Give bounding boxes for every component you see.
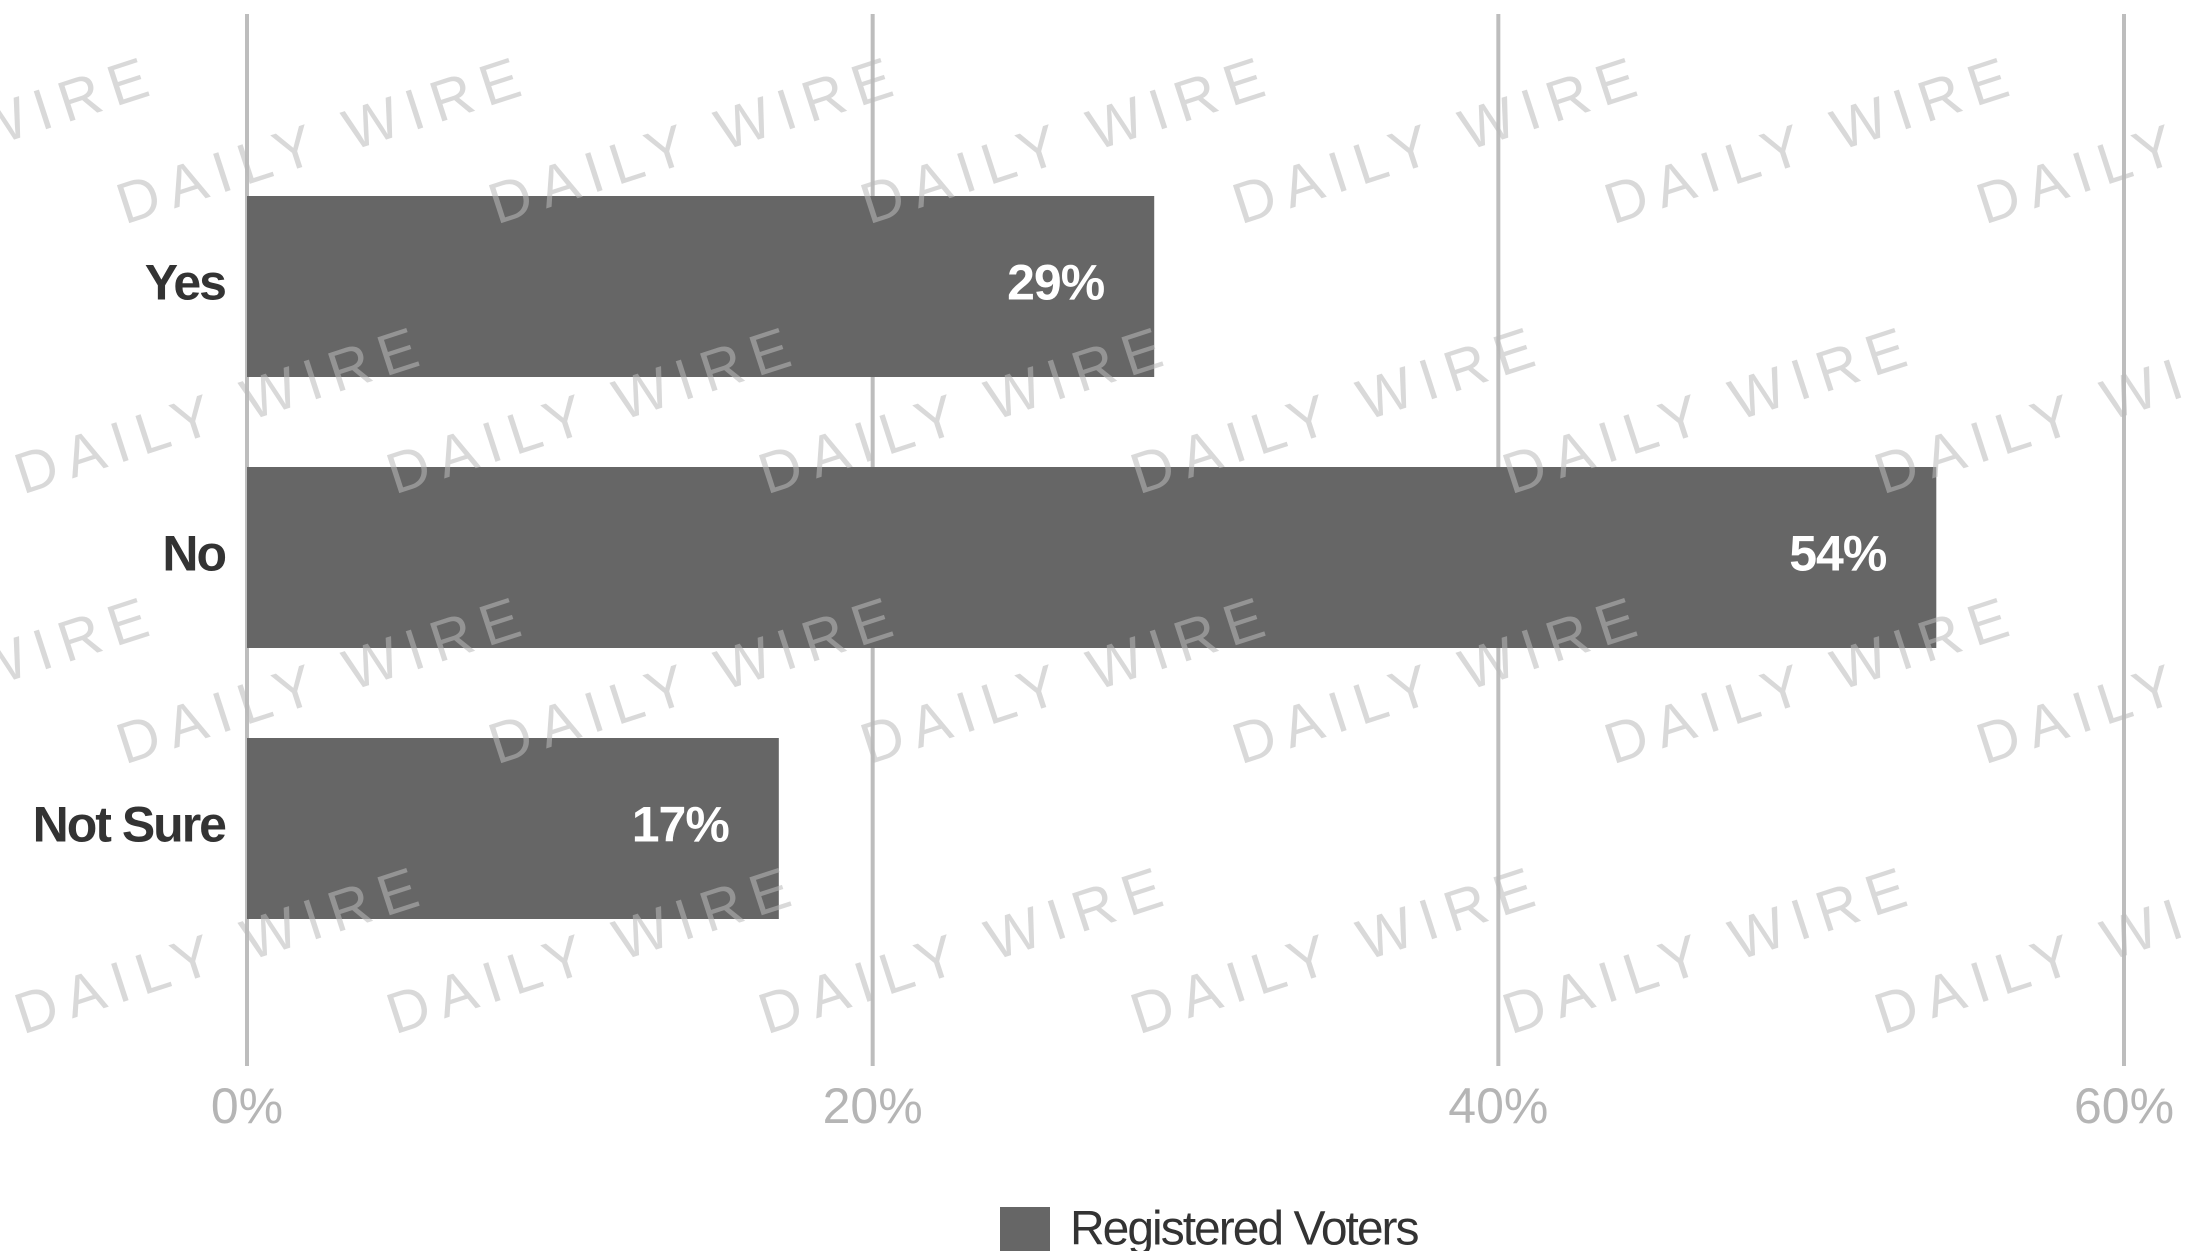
- bar: [247, 196, 1155, 377]
- value-label: 17%: [632, 797, 730, 853]
- watermark-text: DAILY WIRE: [1597, 42, 2026, 237]
- watermark-text: DAILY WIRE: [1225, 42, 1654, 237]
- x-tick-label: 20%: [823, 1078, 923, 1134]
- value-label: 29%: [1007, 255, 1105, 311]
- legend-label: Registered Voters: [1070, 1203, 1419, 1251]
- watermark-text: DAILY WIRE: [1867, 312, 2187, 507]
- watermark-text: DAILY WIRE: [1495, 852, 1924, 1047]
- x-tick-label: 60%: [2074, 1078, 2174, 1134]
- x-tick-label: 40%: [1448, 1078, 1548, 1134]
- x-tick-label: 0%: [211, 1078, 283, 1134]
- watermark-text: DAILY WIRE: [751, 852, 1180, 1047]
- category-label: No: [162, 526, 225, 582]
- watermark-text: DAILY WIRE: [1123, 852, 1552, 1047]
- bar: [247, 467, 1937, 648]
- watermark-text: DAILY WIRE: [7, 852, 436, 1047]
- category-label: Not Sure: [33, 797, 227, 853]
- legend-swatch: [1000, 1207, 1050, 1251]
- value-label: 54%: [1789, 526, 1887, 582]
- watermark-text: DAILY WIRE: [1867, 852, 2187, 1047]
- bar: [247, 738, 779, 919]
- category-label: Yes: [145, 255, 225, 311]
